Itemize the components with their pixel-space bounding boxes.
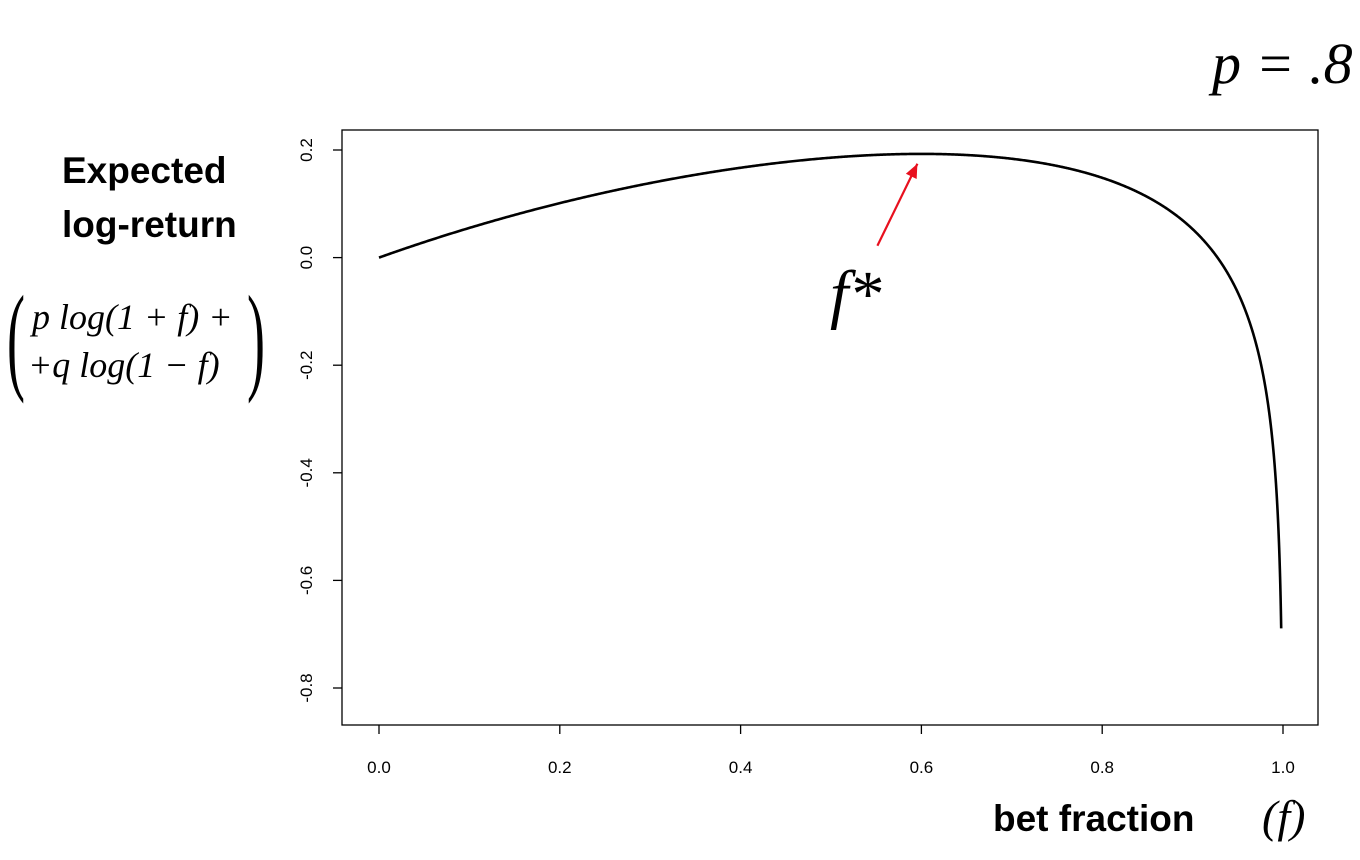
- y-axis-title-line1: Expected: [62, 150, 227, 191]
- x-axis-title-label: bet fraction: [993, 798, 1195, 839]
- series-line: [378, 152, 1283, 630]
- formula-line-1: p log(1 + f) +: [32, 297, 233, 337]
- axes-group: 0.0 0.2 0.4 0.6 0.8 1.0 -0.8 -0.6 -0.4 -0.2 0.0 0.2: [297, 138, 1295, 777]
- y-tick-label: -0.8: [297, 673, 316, 702]
- x-tick-label: 0.2: [548, 758, 572, 777]
- left-paren: (: [6, 271, 25, 404]
- x-axis-symbol: (f): [1262, 790, 1305, 843]
- x-tick-label: 0.6: [910, 758, 934, 777]
- series-group: [378, 152, 1283, 630]
- x-tick-label: 0.8: [1090, 758, 1114, 777]
- y-tick-label: 0.2: [297, 138, 316, 162]
- y-tick-label: -0.4: [297, 458, 316, 487]
- y-tick-label: 0.0: [297, 246, 316, 270]
- p-value-annotation: p = .8: [1212, 30, 1353, 97]
- annotation-group: [876, 163, 919, 247]
- y-axis-formula: ( ) p log(1 + f) + +q log(1 − f): [4, 278, 279, 408]
- y-axis-title-line2: log-return: [62, 204, 237, 245]
- x-axis-title: bet fraction: [993, 798, 1194, 840]
- optimum-label: f*: [830, 262, 881, 328]
- optimum-arrow: [876, 163, 919, 247]
- x-axis-symbol-text: (f): [1262, 791, 1306, 842]
- optimum-label-text: f*: [830, 258, 882, 331]
- right-paren: ): [246, 271, 265, 404]
- y-tick-label: -0.2: [297, 351, 316, 380]
- x-tick-label: 0.4: [729, 758, 753, 777]
- optimum-arrowhead: [905, 163, 918, 179]
- p-value-text: p = .8: [1212, 31, 1353, 96]
- y-tick-label: -0.6: [297, 566, 316, 595]
- formula-line-2: +q log(1 − f): [28, 345, 220, 385]
- plot-frame: [341, 129, 1319, 726]
- x-tick-label: 0.0: [367, 758, 391, 777]
- plot-frame-group: [341, 129, 1319, 726]
- y-axis-title: Expected log-return: [62, 144, 237, 252]
- x-tick-label: 1.0: [1271, 758, 1295, 777]
